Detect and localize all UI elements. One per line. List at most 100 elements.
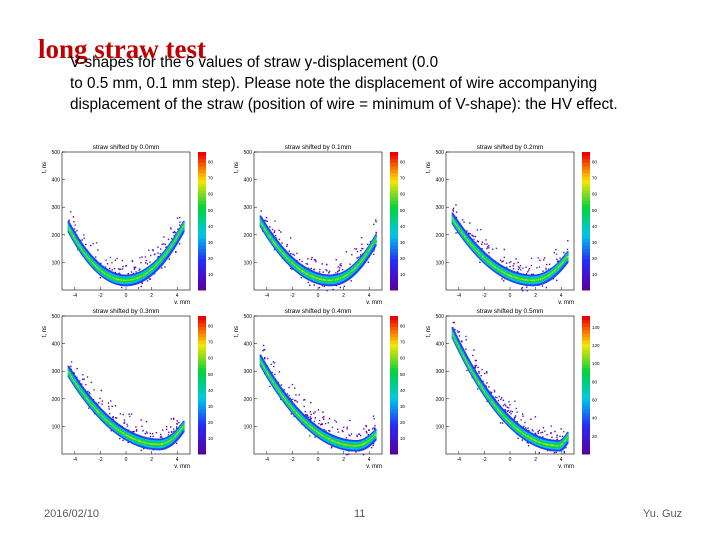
heatmap-cell xyxy=(484,243,486,245)
colorbar-segment xyxy=(390,279,398,284)
heatmap-cell xyxy=(95,242,98,244)
heatmap-cell xyxy=(567,240,569,242)
heatmap-cell xyxy=(280,231,282,233)
heatmap-cell xyxy=(519,265,522,267)
colorbar-segment xyxy=(198,214,206,218)
heatmap-cell xyxy=(350,280,352,282)
heatmap-cell xyxy=(341,268,344,271)
heatmap-cell xyxy=(119,268,122,270)
heatmap-cell xyxy=(146,280,149,282)
heatmap-cell xyxy=(374,241,377,243)
heatmap-cell xyxy=(178,243,181,245)
colorbar-segment xyxy=(390,190,398,194)
colorbar-segment xyxy=(198,224,206,229)
heatmap-cell xyxy=(510,261,512,263)
colorbar-segment xyxy=(198,172,206,177)
heatmap-cell xyxy=(290,237,292,239)
heatmap-cell xyxy=(265,217,268,219)
heatmap-cell xyxy=(177,228,179,230)
heatmap-cell xyxy=(292,253,294,255)
heatmap-cell xyxy=(339,264,341,266)
heatmap-cell xyxy=(274,234,277,237)
heatmap-cell xyxy=(296,252,298,255)
heatmap-cell xyxy=(340,263,342,265)
colorbar-segment xyxy=(198,155,206,160)
heatmap-cell xyxy=(326,290,328,292)
y-tick-label: 300 xyxy=(52,205,61,211)
colorbar-segment xyxy=(198,190,206,194)
heatmap-cell xyxy=(130,271,133,273)
colorbar-segment xyxy=(390,269,398,274)
y-tick-label: 500 xyxy=(52,150,61,156)
heatmap-cell xyxy=(260,210,262,212)
colorbar-tick-label: 20 xyxy=(400,256,406,261)
heatmap-cell xyxy=(286,243,288,246)
y-tick-label: 400 xyxy=(52,178,61,184)
heatmap-cell xyxy=(323,285,325,288)
heatmap-cell xyxy=(170,227,172,229)
heatmap-cell xyxy=(521,286,524,289)
heatmap-cell xyxy=(138,269,140,272)
heatmap-cell xyxy=(176,217,179,219)
heatmap-cell xyxy=(336,272,339,275)
heatmap-cell xyxy=(313,259,316,261)
colorbar-segment xyxy=(198,179,206,184)
heatmap-cell xyxy=(547,268,550,270)
heatmap-cell xyxy=(157,246,159,248)
heatmap-cell xyxy=(158,255,160,258)
heatmap-cell xyxy=(106,263,109,265)
heatmap-cell xyxy=(373,253,375,256)
heatmap-cell xyxy=(182,230,185,233)
colorbar-segment xyxy=(390,259,398,263)
heatmap-cell xyxy=(309,268,311,270)
heatmap-cell xyxy=(100,262,102,265)
heatmap-cell xyxy=(515,258,517,260)
colorbar-segment xyxy=(198,255,206,260)
heatmap-cell xyxy=(355,248,358,250)
heatmap-cell xyxy=(271,228,274,231)
heatmap-cell xyxy=(566,248,569,251)
colorbar-segment xyxy=(198,152,206,156)
colorbar-tick-label: 70 xyxy=(400,176,406,181)
heatmap-cell xyxy=(469,233,471,235)
heatmap-cell xyxy=(337,266,339,268)
heatmap-cell xyxy=(512,265,514,267)
heatmap-cell xyxy=(121,268,124,270)
heatmap-cell xyxy=(148,249,150,251)
colorbar-segment xyxy=(390,255,398,260)
heatmap-cell xyxy=(338,269,340,271)
heatmap-cell xyxy=(481,243,483,245)
heatmap-cell xyxy=(332,288,334,291)
heatmap-cell xyxy=(160,248,162,250)
heatmap-cell xyxy=(111,262,113,264)
colorbar-tick-label: 30 xyxy=(400,240,406,245)
heatmap-cell xyxy=(468,232,470,234)
colorbar-segment xyxy=(390,169,398,174)
heatmap-cell xyxy=(543,257,546,259)
heatmap-cell xyxy=(182,222,185,225)
y-axis-label: t, ns xyxy=(42,162,48,173)
y-tick-label: 100 xyxy=(52,260,61,266)
heatmap-cell xyxy=(182,228,185,231)
colorbar-segment xyxy=(198,176,206,181)
heatmap-cell xyxy=(173,230,176,233)
colorbar-segment xyxy=(198,221,206,225)
heatmap-cell xyxy=(367,261,370,263)
heatmap-cell xyxy=(168,258,170,260)
heatmap-cell xyxy=(90,244,92,247)
heatmap-points xyxy=(259,210,377,292)
heatmap-cell xyxy=(97,249,99,251)
heatmap-cell xyxy=(339,267,341,269)
heatmap-cell xyxy=(557,260,559,262)
heatmap-cell xyxy=(150,254,152,257)
colorbar-segment xyxy=(198,241,206,246)
heatmap-cell xyxy=(548,263,551,265)
heatmap-cell xyxy=(141,282,143,284)
colorbar-segment xyxy=(390,210,398,215)
colorbar xyxy=(390,152,398,291)
heatmap-cell xyxy=(113,267,116,270)
colorbar-segment xyxy=(198,279,206,284)
x-tick-label: -2 xyxy=(98,293,103,299)
colorbar-segment xyxy=(198,259,206,263)
heatmap-cell xyxy=(349,263,351,265)
